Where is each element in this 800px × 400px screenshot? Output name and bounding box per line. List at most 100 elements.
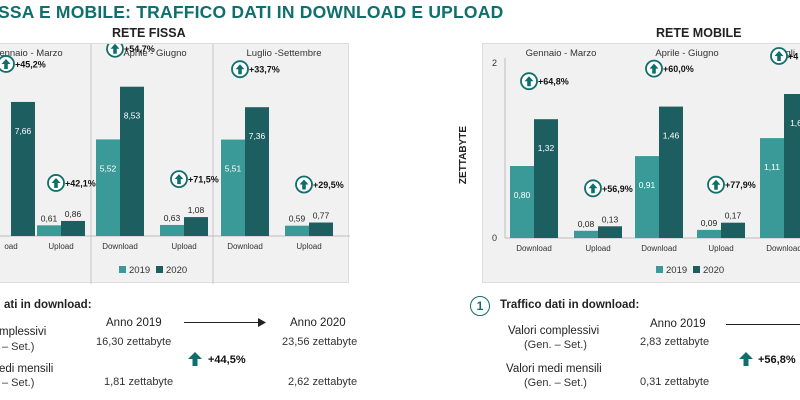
- growth-label: +54,7%: [124, 44, 155, 54]
- bar-2020-value: 1,46: [663, 131, 680, 141]
- up-arrow-icon: [235, 64, 245, 75]
- category-label: Upload: [296, 242, 321, 251]
- bar-2020-value: 1,08: [188, 205, 205, 215]
- category-label: Upload: [48, 242, 73, 251]
- category-label: Download: [516, 244, 552, 253]
- period-label: Aprile - Giugno: [655, 48, 718, 59]
- bar-2020-value: 0,13: [602, 214, 619, 224]
- bar-2020-value: 0,17: [725, 211, 742, 221]
- growth-label: +45,2%: [15, 59, 46, 69]
- left-year-2019: Anno 2019: [106, 317, 162, 329]
- bar-2020: [309, 222, 333, 236]
- legend-swatch-2019: [656, 266, 663, 273]
- right-growth: +56,8%: [758, 354, 796, 366]
- legend-label: 2019: [666, 265, 687, 276]
- right-row2-label: Valori medi mensili: [506, 363, 602, 375]
- bar-2019: [635, 156, 659, 238]
- bar-2020: [721, 222, 745, 238]
- growth-label: +33,7%: [249, 65, 280, 75]
- legend-label: 2019: [129, 265, 150, 276]
- fixed-network-panel: ennaio - Marzo Aprile - Giugno Luglio -Set…: [0, 39, 350, 284]
- period-label: Luglio -Settembre: [247, 48, 322, 59]
- growth-marker: [170, 170, 188, 189]
- legend-label: 2020: [166, 265, 187, 276]
- category-label: Download: [641, 244, 677, 253]
- mobile-chart-title: RETE MOBILE: [656, 26, 742, 40]
- up-arrow-icon: [774, 51, 784, 61]
- bar-2020-value: 1,6: [790, 118, 800, 128]
- category-label: Upload: [708, 244, 733, 253]
- bar-2019-value: 0,61: [41, 213, 58, 223]
- bar-2019-value: 5,52: [100, 163, 117, 173]
- growth-label: +29,5%: [313, 180, 344, 190]
- growth-label: +64,8%: [538, 77, 569, 87]
- bar-2019: [760, 138, 784, 238]
- left-row1-2020: 23,56 zettabyte: [282, 336, 358, 348]
- category-label: Download: [102, 242, 138, 251]
- category-label: Upload: [171, 242, 196, 251]
- bar-2020: [245, 107, 269, 236]
- legend-label: 2020: [703, 265, 724, 276]
- step-number-badge: 1: [470, 296, 490, 316]
- growth-marker: [231, 60, 249, 79]
- left-row1-label: mplessivi: [0, 326, 47, 338]
- growth-marker: [520, 72, 538, 91]
- right-arrow-icon: [258, 318, 266, 327]
- category-label: oad: [4, 242, 17, 251]
- growth-label: +4: [788, 52, 798, 62]
- bar-2019-value: 0,09: [701, 218, 718, 228]
- bar-2020: [120, 86, 144, 236]
- up-arrow-icon: [649, 63, 659, 74]
- page-title: SSA E MOBILE: TRAFFICO DATI IN DOWNLOAD …: [0, 2, 504, 22]
- right-row1-2019: 2,83 zettabyte: [640, 336, 710, 348]
- bar-2020: [184, 217, 208, 236]
- growth-marker: [707, 175, 725, 194]
- growth-marker: [295, 175, 313, 194]
- period-label: ennaio - Marzo: [0, 48, 63, 59]
- bar-2020: [11, 101, 35, 236]
- growth-label: +56,9%: [602, 184, 633, 194]
- up-arrow-icon: [1, 58, 11, 69]
- growth-marker: [645, 59, 663, 78]
- growth-label: +71,5%: [188, 175, 219, 185]
- bar-2020-value: 0,77: [313, 211, 330, 221]
- bar-2019-value: 0,08: [578, 219, 595, 229]
- fixed-chart-title: RETE FISSA: [112, 26, 186, 40]
- bar-2019-value: 0,63: [164, 213, 181, 223]
- left-row2-2019: 1,81 zettabyte: [104, 376, 174, 388]
- bar-2019: [574, 230, 598, 238]
- bar-2020: [534, 119, 558, 238]
- up-arrow-icon: [174, 174, 184, 185]
- bar-2019: [510, 166, 534, 238]
- up-arrow-icon: [110, 43, 120, 54]
- bar-2020: [659, 106, 683, 238]
- right-summary-heading: Traffico dati in download:: [500, 299, 640, 311]
- growth-marker: [47, 174, 65, 192]
- period-label: Gennaio - Marzo: [526, 48, 597, 59]
- bar-2019: [697, 229, 721, 238]
- category-label: Download: [227, 242, 263, 251]
- legend-swatch-2020: [693, 266, 700, 273]
- bar-2020-value: 7,66: [15, 126, 32, 136]
- up-arrow-icon: [188, 352, 202, 366]
- bar-2019: [160, 224, 184, 236]
- bar-2019-value: 1,11: [764, 162, 780, 172]
- left-row2-sub: – Set.): [2, 377, 35, 389]
- up-arrow-icon: [588, 183, 598, 194]
- growth-marker: [0, 55, 15, 73]
- legend-swatch-2020: [156, 266, 163, 273]
- bar-2020-value: 7,36: [249, 131, 266, 141]
- up-arrow-icon: [711, 179, 721, 190]
- bar-2019-value: 0,59: [289, 214, 306, 224]
- up-arrow-icon: [524, 76, 534, 87]
- right-row1-label: Valori complessivi: [508, 325, 600, 337]
- bar-2019-value: 0,80: [514, 190, 531, 200]
- bar-2020: [598, 226, 622, 238]
- category-label: Download: [766, 244, 800, 253]
- up-arrow-icon: [299, 179, 309, 190]
- left-row2-label: edi mensili: [0, 363, 54, 375]
- y-axis-title: ZETTABYTE: [458, 126, 469, 184]
- left-year-2020: Anno 2020: [290, 317, 346, 329]
- bar-2020-value: 8,53: [124, 111, 141, 121]
